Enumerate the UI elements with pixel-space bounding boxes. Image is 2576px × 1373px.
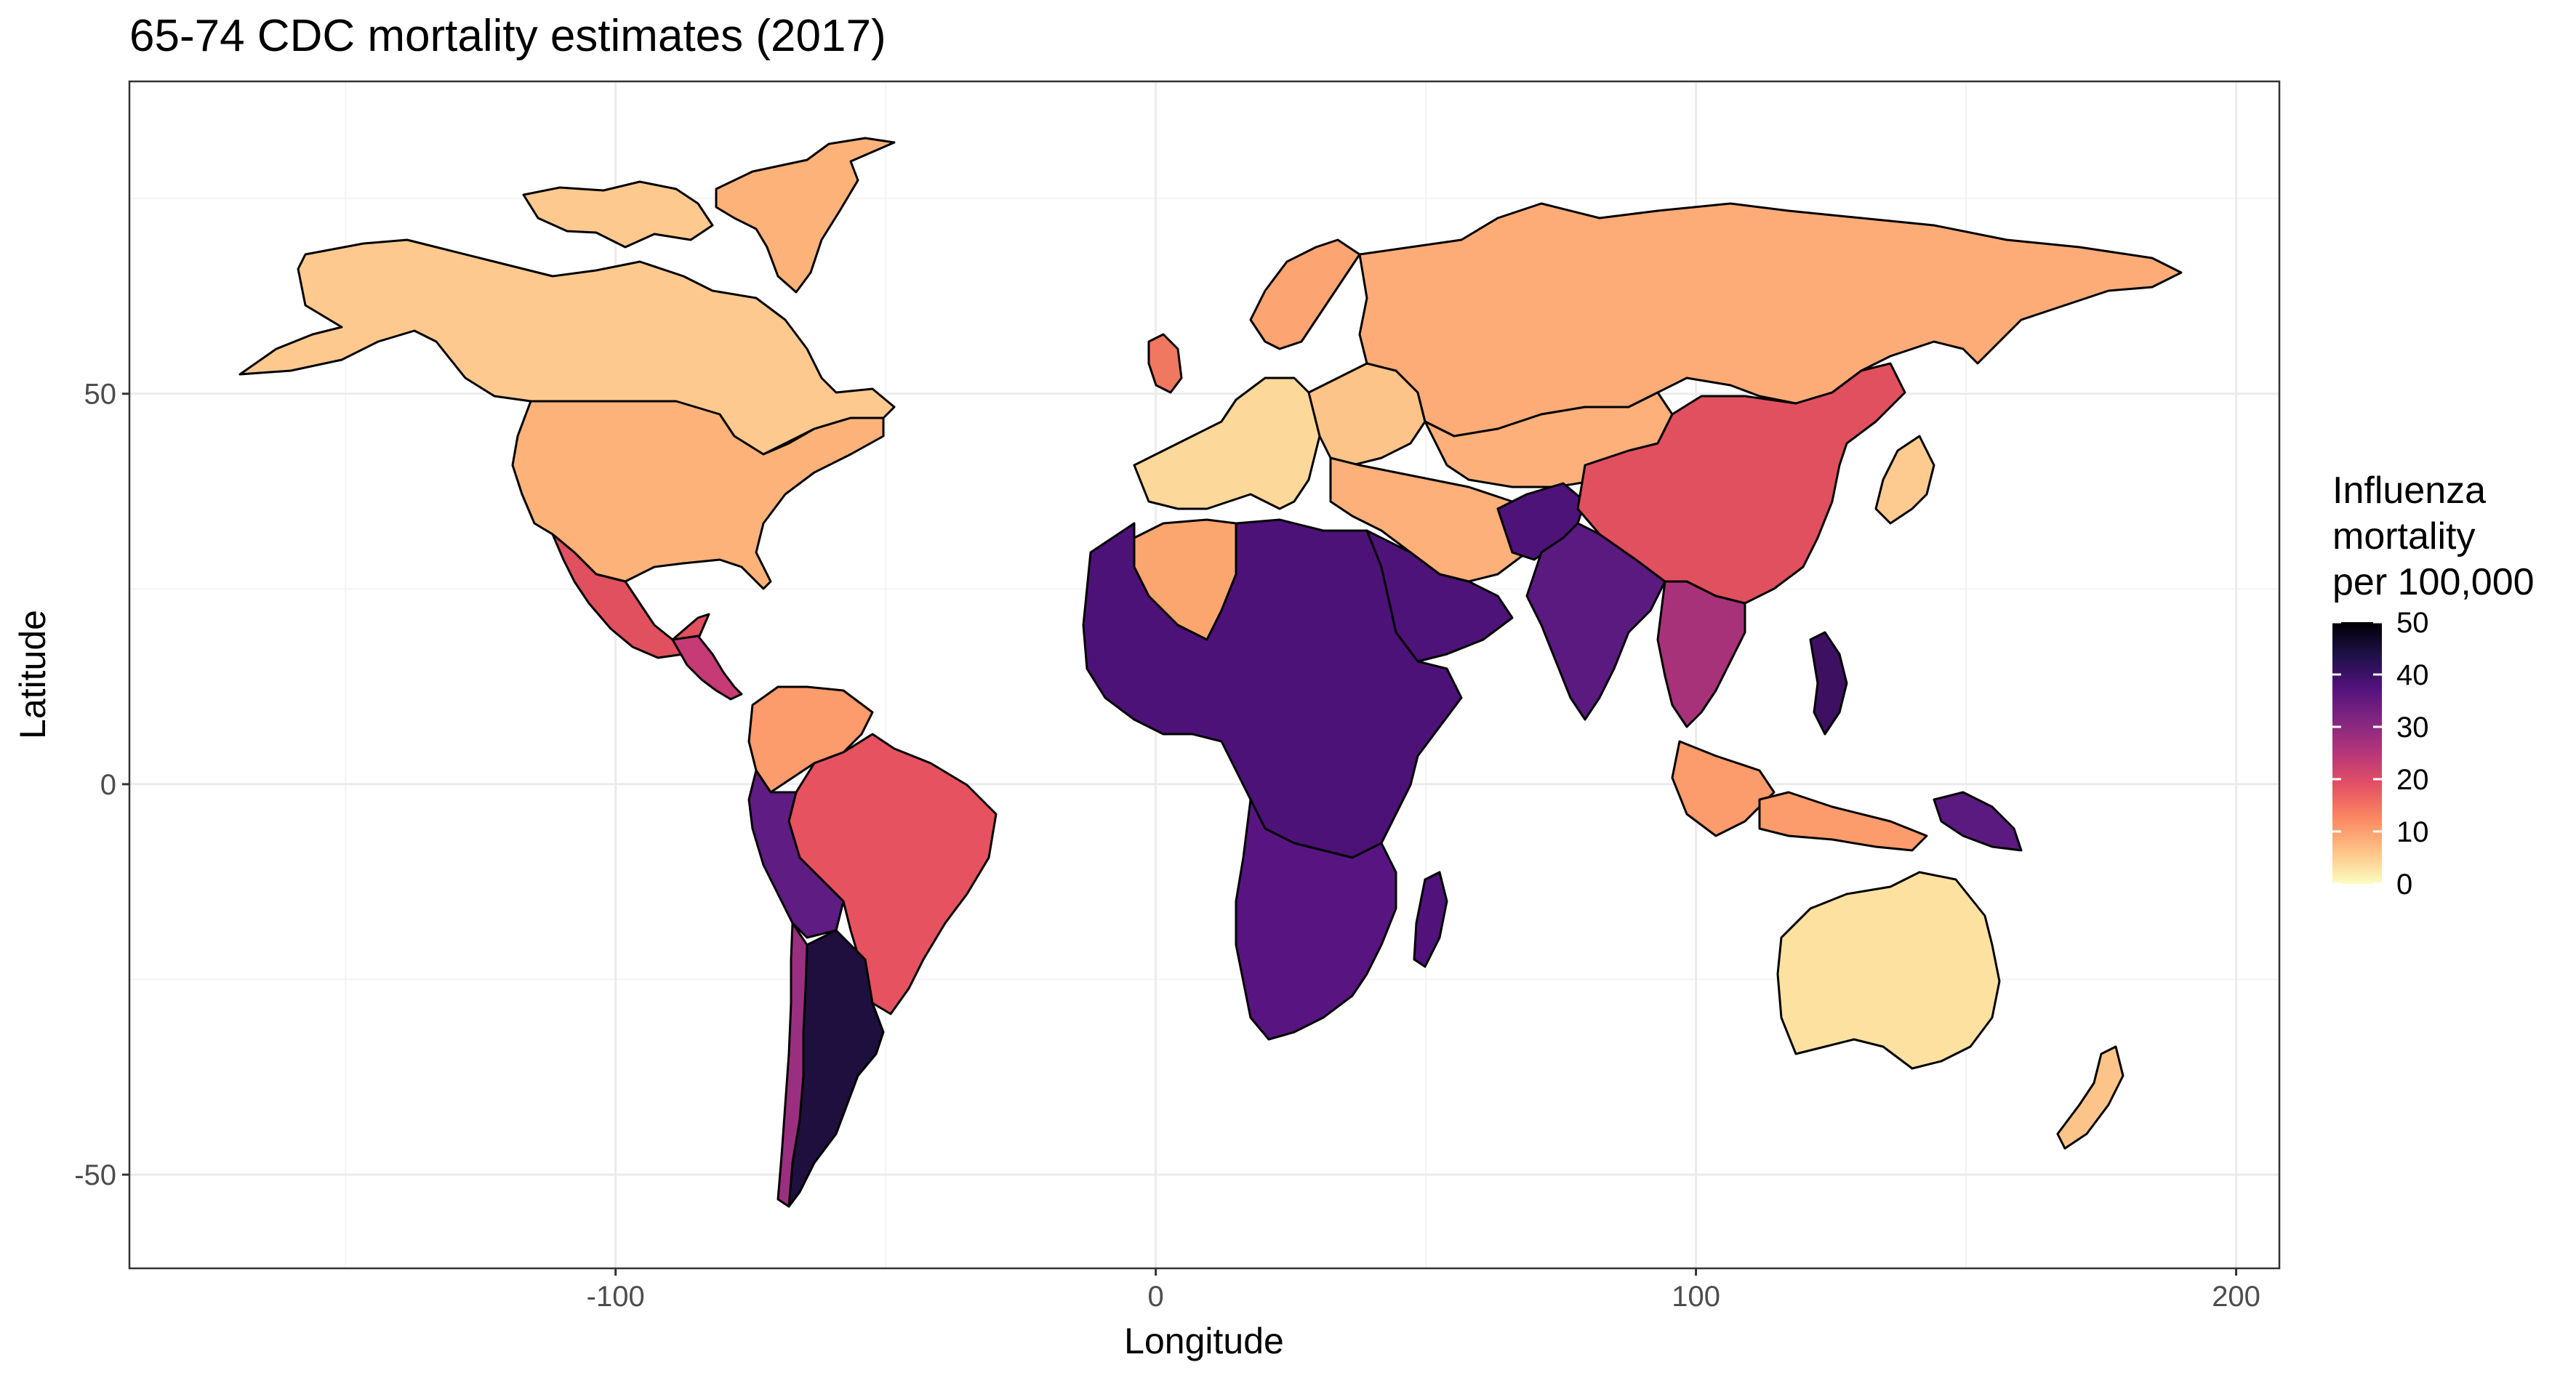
region-southern-africa	[1235, 798, 1397, 1041]
region-new-zealand	[2056, 1045, 2124, 1150]
region-philippines	[1809, 631, 1848, 736]
region-arctic-islands	[522, 180, 714, 249]
y-axis-title: Latitude	[12, 610, 53, 739]
legend-label: 20	[2396, 764, 2429, 796]
region-chile	[777, 922, 808, 1208]
y-tick-label: 50	[84, 379, 117, 411]
legend-label: 10	[2396, 816, 2429, 848]
x-axis-title: Longitude	[1124, 1321, 1284, 1361]
legend-label: 40	[2396, 659, 2429, 691]
region-india	[1525, 522, 1666, 721]
region-southeast-asia	[1656, 580, 1746, 728]
x-tick-label: 100	[1672, 1281, 1720, 1313]
x-axis: -100 0 100 200	[587, 1268, 2260, 1313]
region-papua-new-guinea	[1933, 791, 2023, 852]
region-australia	[1776, 871, 2001, 1070]
region-japan-korea	[1874, 435, 1935, 525]
legend-label: 30	[2396, 712, 2429, 744]
x-tick-label: 0	[1148, 1281, 1164, 1313]
x-tick-label: 200	[2212, 1281, 2260, 1313]
legend-label: 50	[2396, 607, 2429, 639]
legend-title-line-2: mortality	[2332, 515, 2475, 557]
region-canada-alaska	[238, 238, 896, 467]
panel-border	[128, 80, 2281, 1270]
region-uk	[1147, 333, 1183, 394]
region-greenland	[715, 137, 896, 294]
region-middle-east	[1329, 456, 1536, 583]
region-western-europe	[1133, 377, 1325, 510]
legend-title-line-3: per 100,000	[2332, 561, 2535, 603]
region-mexico	[551, 533, 710, 659]
legend-title-line-1: Influenza	[2332, 470, 2486, 512]
region-scandinavia	[1249, 238, 1361, 350]
region-indonesia	[1671, 740, 1775, 837]
x-tick-label: -100	[587, 1281, 645, 1313]
world-map	[238, 137, 2183, 1208]
region-madagascar	[1413, 871, 1448, 968]
chart-title: 65-74 CDC mortality estimates (2017)	[129, 11, 886, 61]
region-central-america	[671, 635, 743, 701]
legend-colorbar	[2332, 622, 2382, 884]
legend-ticks: 50 40 30 20 10 0	[2332, 607, 2429, 901]
region-indonesia-east	[1758, 791, 1928, 852]
y-axis: -50 0 50	[74, 379, 129, 1191]
region-eastern-europe	[1307, 362, 1427, 467]
legend: Influenza mortality per 100,000 50 40 30 20…	[2332, 470, 2535, 901]
region-united-states	[511, 400, 885, 590]
region-sub-saharan-africa	[1082, 518, 1463, 859]
y-tick-label: 0	[100, 769, 116, 801]
legend-label: 0	[2396, 869, 2412, 901]
y-tick-label: -50	[74, 1159, 116, 1191]
